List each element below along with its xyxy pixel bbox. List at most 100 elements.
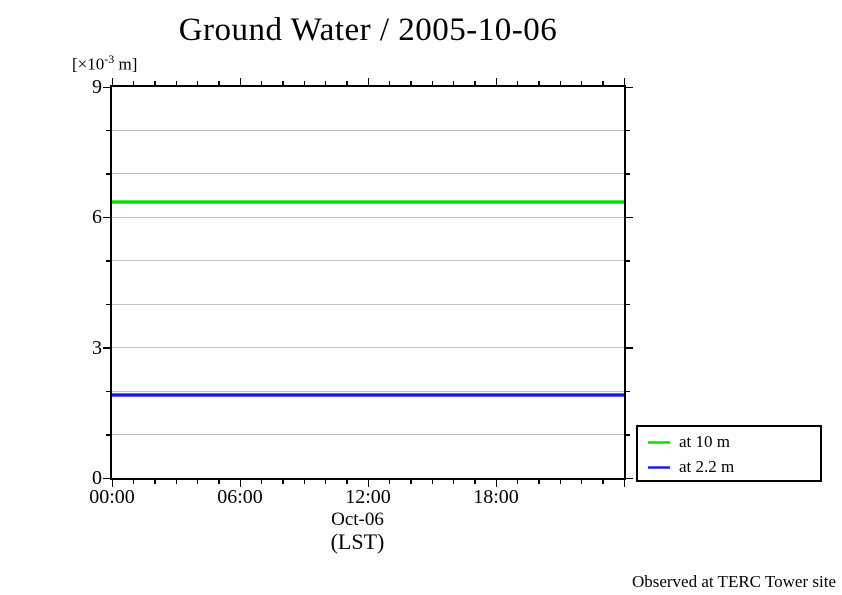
x-tick-top	[175, 81, 177, 85]
y-tick-left	[103, 477, 110, 479]
x-tick-bottom	[196, 480, 199, 484]
x-tick-top	[260, 81, 263, 85]
y-tick-right	[626, 434, 630, 436]
grid-line-y3	[112, 347, 624, 349]
x-tick-bottom	[346, 480, 348, 484]
x-tick-bottom	[410, 480, 412, 484]
legend-label-2-2m: at 2.2 m	[679, 457, 735, 476]
x-axis-timezone-label: (LST)	[330, 529, 385, 554]
grid-line-y7	[112, 173, 624, 175]
x-tick-bottom	[559, 480, 561, 484]
y-unit-suffix: m]	[114, 54, 138, 74]
x-tick-bottom	[303, 480, 305, 484]
chart-title: Ground Water / 2005-10-06	[178, 12, 558, 48]
x-tick-bottom	[431, 480, 433, 484]
x-tick-top	[367, 78, 369, 85]
series-line-1	[112, 393, 624, 398]
y-tick-left	[103, 216, 110, 219]
x-tick-top	[196, 81, 199, 85]
x-tick-top	[538, 81, 540, 85]
y-tick-label-6: 6	[92, 206, 102, 229]
x-tick-bottom	[452, 480, 455, 484]
x-tick-bottom	[154, 480, 156, 484]
x-tick-bottom	[580, 480, 583, 484]
x-tick-top	[303, 81, 305, 85]
x-tick-top	[346, 81, 348, 85]
y-tick-right	[626, 173, 630, 175]
y-tick-right	[626, 216, 633, 219]
y-tick-left	[106, 434, 110, 436]
x-tick-bottom	[516, 480, 519, 484]
y-tick-right	[626, 390, 630, 393]
x-tick-top	[602, 81, 604, 85]
y-tick-right	[626, 260, 630, 262]
x-tick-label-0: 00:00	[89, 486, 135, 508]
x-tick-top	[559, 81, 561, 85]
grid-line-y6	[112, 216, 624, 218]
x-tick-bottom	[282, 480, 284, 484]
x-tick-top	[431, 81, 433, 85]
x-tick-top	[410, 81, 412, 85]
footer-observed-at: Observed at TERC Tower site	[631, 572, 836, 591]
y-tick-left	[106, 173, 110, 175]
legend-sample-line-2-2m	[648, 465, 670, 469]
x-tick-top	[218, 81, 220, 85]
x-tick-bottom	[324, 480, 327, 484]
x-tick-top	[239, 78, 241, 85]
x-tick-bottom	[367, 480, 369, 487]
x-tick-top	[111, 78, 113, 85]
y-tick-label-3: 3	[92, 336, 102, 359]
x-tick-bottom	[602, 480, 604, 484]
grid-line-y8	[112, 129, 624, 131]
x-tick-bottom	[260, 480, 263, 484]
y-tick-right	[626, 477, 633, 479]
x-tick-top	[154, 81, 156, 85]
legend-box: at 10 m at 2.2 m	[636, 425, 822, 482]
y-tick-left	[106, 129, 110, 132]
x-tick-top	[282, 81, 284, 85]
x-tick-top	[132, 81, 135, 85]
x-tick-top	[452, 81, 455, 85]
y-axis-unit-label: [×10-3 m]	[72, 52, 137, 75]
x-tick-top	[623, 78, 625, 85]
plot-area: 9 6 3 0 00:00 06:00 12:00 18:00	[89, 76, 633, 508]
y-tick-right	[626, 129, 630, 132]
x-tick-bottom	[474, 480, 476, 484]
x-tick-bottom	[538, 480, 540, 484]
x-tick-bottom	[111, 480, 113, 487]
x-axis-date-label: Oct-06	[331, 509, 384, 530]
grid-line-y4	[112, 303, 624, 305]
x-tick-top	[388, 81, 391, 85]
grid-line-y5	[112, 260, 624, 262]
footer-annotations: Observed at TERC Tower site Created Auto…	[366, 534, 836, 595]
legend-label-10m: at 10 m	[679, 432, 730, 451]
y-tick-right	[626, 303, 630, 306]
series-line-0	[112, 200, 624, 205]
x-tick-top	[474, 81, 476, 85]
y-unit-exponent: -3	[104, 52, 115, 66]
grid-line-y2	[112, 390, 624, 392]
legend-entry-2-2m: at 2.2 m	[648, 456, 734, 478]
grid-line-y1	[112, 434, 624, 436]
y-tick-right	[626, 347, 633, 349]
y-tick-left	[106, 390, 110, 393]
x-tick-bottom	[495, 480, 497, 487]
x-tick-bottom	[132, 480, 135, 484]
y-unit-prefix: [×10	[72, 54, 105, 74]
y-tick-left	[106, 260, 110, 262]
x-tick-bottom	[175, 480, 177, 484]
y-tick-left	[103, 86, 110, 88]
x-tick-top	[516, 81, 519, 85]
x-tick-bottom	[623, 480, 625, 487]
x-tick-top	[580, 81, 583, 85]
x-tick-top	[495, 78, 497, 85]
y-tick-label-9: 9	[92, 76, 102, 98]
x-tick-label-12: 12:00	[345, 486, 391, 508]
y-tick-left	[106, 303, 110, 306]
x-tick-label-6: 06:00	[217, 486, 263, 508]
legend-sample-line-10m	[648, 440, 670, 444]
x-tick-top	[324, 81, 327, 85]
legend-entry-10m: at 10 m	[648, 431, 730, 453]
x-tick-bottom	[218, 480, 220, 484]
